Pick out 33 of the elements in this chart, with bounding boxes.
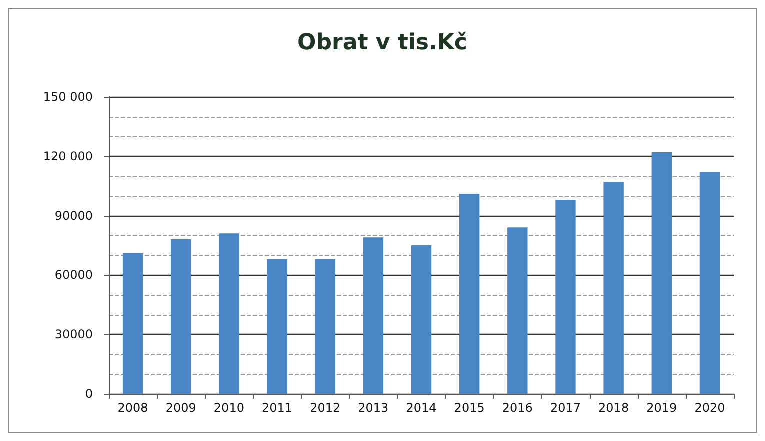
x-tick-label: 2010 [214, 401, 244, 415]
x-tick-label: 2015 [454, 401, 485, 415]
y-tick-label: 30000 [54, 328, 93, 342]
bar [411, 246, 432, 394]
bar [459, 194, 480, 394]
bar [700, 172, 720, 394]
x-tick-label: 2018 [598, 401, 630, 415]
x-tick-label: 2019 [646, 401, 678, 415]
bar [363, 238, 384, 394]
x-tick-label: 2013 [358, 401, 389, 415]
chart-title: Obrat v tis.Kč [298, 30, 468, 56]
x-tick-label: 2009 [166, 401, 196, 415]
x-tick-label: 2008 [118, 401, 148, 415]
x-tick-label: 2012 [310, 401, 341, 415]
bar [267, 259, 288, 394]
x-tick-label: 2020 [694, 401, 726, 415]
bar [315, 259, 336, 394]
x-tick-label: 2014 [406, 401, 437, 415]
x-tick-label: 2011 [262, 401, 293, 415]
bar [604, 182, 624, 394]
y-tick-label: 0 [85, 387, 93, 401]
bar [556, 200, 576, 394]
bar [171, 240, 192, 394]
bar [652, 152, 672, 394]
y-tick-label: 120 000 [43, 149, 93, 164]
y-tick-label: 60000 [54, 268, 93, 282]
bar [219, 234, 240, 394]
x-tick-label: 2016 [502, 401, 533, 415]
y-tick-label: 150 000 [43, 90, 93, 104]
bar [508, 228, 528, 394]
y-tick-label: 90000 [54, 208, 93, 223]
bar [122, 253, 144, 394]
x-tick-label: 2017 [550, 401, 582, 415]
